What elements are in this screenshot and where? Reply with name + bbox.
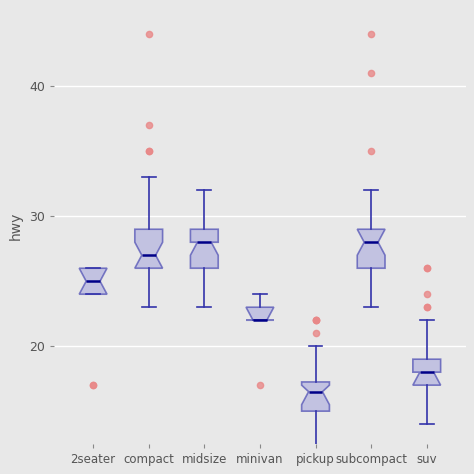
PathPatch shape bbox=[135, 229, 163, 268]
PathPatch shape bbox=[191, 229, 218, 268]
PathPatch shape bbox=[79, 268, 107, 294]
PathPatch shape bbox=[246, 307, 274, 320]
PathPatch shape bbox=[301, 382, 329, 411]
PathPatch shape bbox=[413, 359, 441, 385]
PathPatch shape bbox=[357, 229, 385, 268]
Y-axis label: hwy: hwy bbox=[9, 212, 22, 240]
